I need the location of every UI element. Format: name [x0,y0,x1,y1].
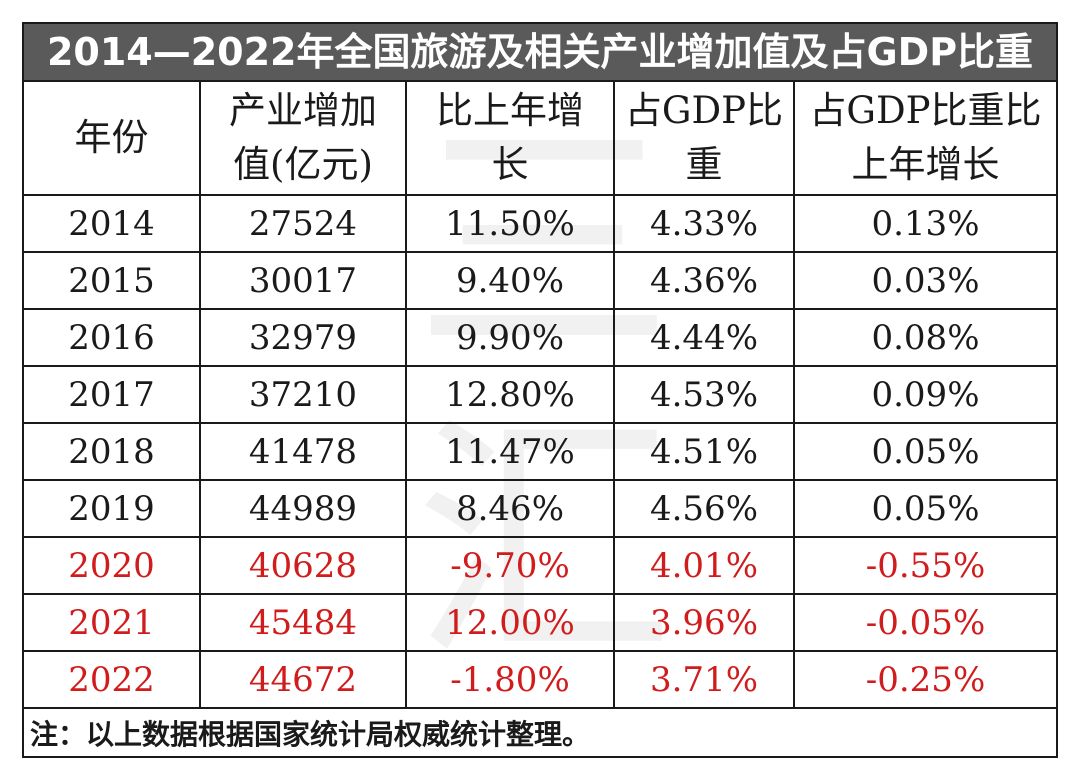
header-growth: 比上年增长 [405,82,615,196]
cell-gdp-share: 4.36% [613,251,795,310]
cell-growth: 8.46% [405,479,615,538]
cell-year: 2018 [24,422,201,481]
cell-year: 2020 [24,536,201,595]
cell-share-change: -0.25% [793,650,1056,709]
cell-gdp-share: 4.51% [613,422,795,481]
cell-year: 2015 [24,251,201,310]
cell-year: 2017 [24,365,201,424]
header-gdp-share: 占GDP比重 [613,82,795,196]
cell-value: 40628 [199,536,407,595]
cell-growth: 9.90% [405,308,615,367]
cell-share-change: 0.03% [793,251,1056,310]
footnote: 注：以上数据根据国家统计局权威统计整理。 [30,718,591,751]
table-title: 2014—2022年全国旅游及相关产业增加值及占GDP比重 [24,24,1056,82]
cell-share-change: -0.05% [793,593,1056,652]
cell-growth: -9.70% [405,536,615,595]
cell-value: 32979 [199,308,407,367]
cell-gdp-share: 4.44% [613,308,795,367]
table-row: 2020 40628 -9.70% 4.01% -0.55% [24,536,1056,595]
table-row: 2022 44672 -1.80% 3.71% -0.25% [24,650,1056,709]
cell-share-change: 0.13% [793,194,1056,253]
cell-gdp-share: 3.71% [613,650,795,709]
cell-share-change: 0.05% [793,422,1056,481]
cell-year: 2016 [24,308,201,367]
cell-growth: 11.50% [405,194,615,253]
cell-gdp-share: 4.01% [613,536,795,595]
table-row: 2014 27524 11.50% 4.33% 0.13% [24,194,1056,253]
cell-year: 2014 [24,194,201,253]
table-row: 2019 44989 8.46% 4.56% 0.05% [24,479,1056,538]
cell-value: 44989 [199,479,407,538]
header-share-change: 占GDP比重比上年增长 [793,82,1056,196]
cell-gdp-share: 3.96% [613,593,795,652]
table-row: 2017 37210 12.80% 4.53% 0.09% [24,365,1056,424]
cell-year: 2019 [24,479,201,538]
header-year: 年份 [24,82,201,196]
table-row: 2015 30017 9.40% 4.36% 0.03% [24,251,1056,310]
table-row: 2021 45484 12.00% 3.96% -0.05% [24,593,1056,652]
cell-gdp-share: 4.56% [613,479,795,538]
cell-gdp-share: 4.53% [613,365,795,424]
table-row: 2018 41478 11.47% 4.51% 0.05% [24,422,1056,481]
cell-value: 41478 [199,422,407,481]
cell-growth: 11.47% [405,422,615,481]
cell-value: 45484 [199,593,407,652]
cell-value: 44672 [199,650,407,709]
table-frame: 三汇 2014—2022年全国旅游及相关产业增加值及占GDP比重 年份 产业增加… [22,22,1058,758]
cell-growth: 12.00% [405,593,615,652]
cell-share-change: 0.09% [793,365,1056,424]
cell-share-change: 0.08% [793,308,1056,367]
cell-gdp-share: 4.33% [613,194,795,253]
cell-value: 30017 [199,251,407,310]
cell-value: 27524 [199,194,407,253]
header-row: 年份 产业增加值(亿元) 比上年增长 占GDP比重 占GDP比重比上年增长 [24,82,1056,196]
cell-year: 2022 [24,650,201,709]
cell-share-change: 0.05% [793,479,1056,538]
cell-share-change: -0.55% [793,536,1056,595]
data-table: 年份 产业增加值(亿元) 比上年增长 占GDP比重 占GDP比重比上年增长 20… [24,82,1056,709]
cell-value: 37210 [199,365,407,424]
cell-growth: 12.80% [405,365,615,424]
header-value: 产业增加值(亿元) [199,82,407,196]
cell-growth: 9.40% [405,251,615,310]
cell-year: 2021 [24,593,201,652]
cell-growth: -1.80% [405,650,615,709]
table-row: 2016 32979 9.90% 4.44% 0.08% [24,308,1056,367]
